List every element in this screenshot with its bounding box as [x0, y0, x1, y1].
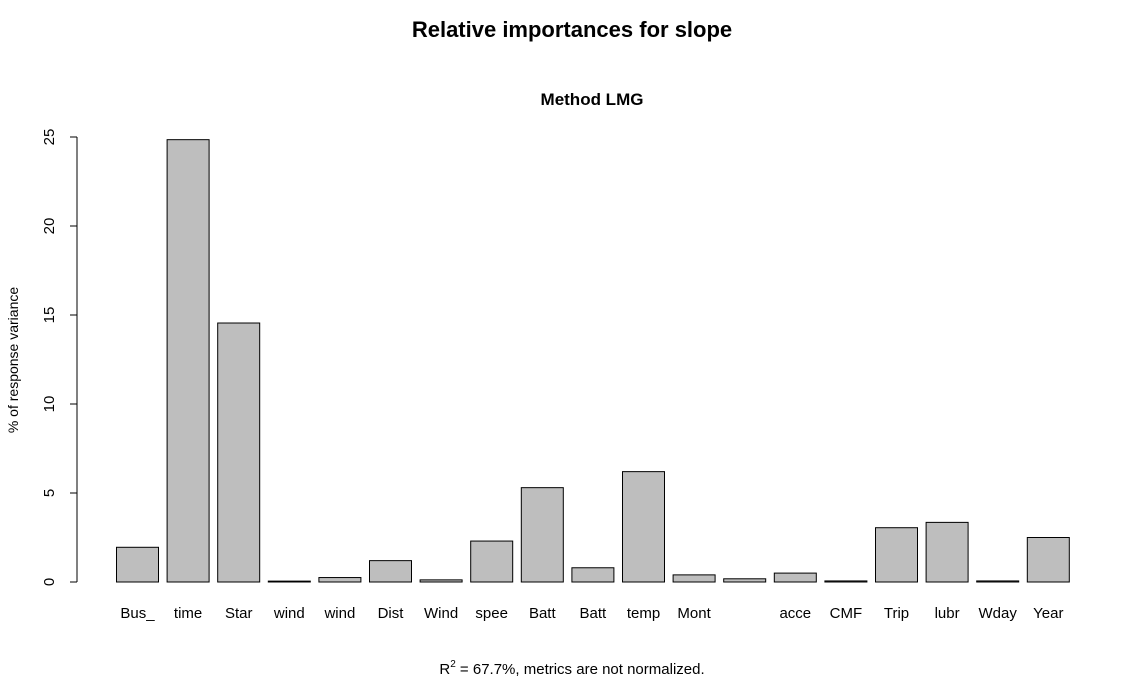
bar: [318, 577, 362, 583]
bar: [672, 574, 716, 583]
x-tick-label: Dist: [378, 605, 405, 622]
bar: [976, 580, 1020, 583]
y-tick-label: 20: [41, 218, 58, 235]
chart-subtitle: Method LMG: [541, 90, 644, 109]
r-squared-label: R: [439, 661, 450, 678]
y-tick-label: 25: [41, 129, 58, 146]
x-tick-label: Mont: [677, 605, 711, 622]
x-tick-label: Star: [225, 605, 253, 622]
bar: [1026, 537, 1070, 583]
x-tick-label: Wday: [979, 605, 1018, 622]
r-squared-text: = 67.7%, metrics are not normalized.: [456, 661, 705, 678]
y-axis-label: % of response variance: [5, 287, 21, 434]
bar: [773, 572, 817, 583]
x-tick-label: temp: [627, 605, 660, 622]
x-tick-label: lubr: [935, 605, 960, 622]
bar: [824, 580, 868, 583]
x-tick-label: time: [174, 605, 202, 622]
y-tick-label: 5: [41, 489, 58, 497]
r-squared-superscript: 2: [450, 659, 456, 670]
x-tick-label: Batt: [580, 605, 608, 622]
bar: [217, 322, 261, 583]
y-tick-label: 15: [41, 307, 58, 324]
x-tick-label: wind: [323, 605, 355, 622]
bar: [166, 139, 210, 583]
x-tick-label: Batt: [529, 605, 557, 622]
x-tick-label: spee: [475, 605, 508, 622]
x-tick-label: Bus_: [120, 605, 155, 622]
bar: [369, 560, 412, 583]
x-tick-label: acce: [779, 605, 811, 622]
r-squared-footnote: R2 = 67.7%, metrics are not normalized.: [439, 659, 704, 678]
bar: [723, 578, 767, 583]
x-tick-label: wind: [273, 605, 305, 622]
bar: [470, 540, 514, 583]
bar: [622, 471, 665, 583]
x-tick-label: CMF: [830, 605, 863, 622]
x-tick-label: Wind: [424, 605, 458, 622]
bar: [571, 567, 615, 583]
y-tick-label: 10: [41, 396, 58, 413]
bar: [116, 546, 159, 583]
x-tick-labels: Bus_ time Star wind wind Dist Wind spee Batt Batt…: [120, 605, 1063, 622]
bar: [419, 579, 463, 583]
bars-group: [116, 139, 1070, 583]
x-tick-label: Year: [1033, 605, 1063, 622]
chart-title: Relative importances for slope: [412, 17, 732, 42]
bar: [520, 487, 564, 583]
y-axis: 0 5 10 15 20 25: [41, 129, 78, 586]
bar: [875, 527, 918, 583]
x-tick-label: Trip: [884, 605, 909, 622]
bar: [925, 521, 969, 583]
bar: [267, 580, 311, 583]
y-tick-label: 0: [41, 578, 58, 586]
